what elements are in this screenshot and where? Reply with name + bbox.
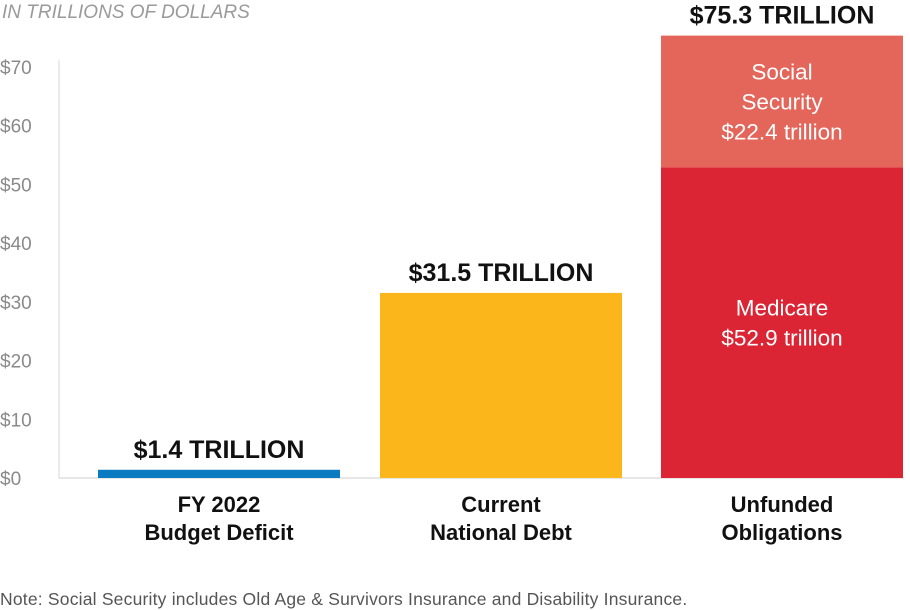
y-tick-label: $0 xyxy=(0,469,21,490)
chart: IN TRILLIONS OF DOLLARS $0 $10 $20 $30 $40 $5… xyxy=(0,2,904,545)
bar-segment xyxy=(98,469,340,478)
y-tick-label: $30 xyxy=(0,293,32,314)
y-tick-label: $20 xyxy=(0,352,32,373)
category-label: Unfunded xyxy=(731,492,834,517)
footnote: Note: Social Security includes Old Age &… xyxy=(0,589,688,609)
bar-total-label: $75.3 TRILLION xyxy=(690,2,875,30)
y-tick-label: $60 xyxy=(0,117,32,138)
y-tick-label: $10 xyxy=(0,410,32,431)
category-label: Budget Deficit xyxy=(144,520,294,545)
bars: $1.4 TRILLION FY 2022 Budget Deficit $31.5 … xyxy=(98,2,903,545)
segment-label: $22.4 trillion xyxy=(721,119,842,144)
segment-label: Security xyxy=(741,89,823,114)
bar-segment xyxy=(661,35,903,168)
bar-total-label: $31.5 TRILLION xyxy=(409,259,594,287)
chart-subtitle: IN TRILLIONS OF DOLLARS xyxy=(2,2,250,23)
category-label: Current xyxy=(461,492,541,517)
bar-total-label: $1.4 TRILLION xyxy=(134,436,305,464)
y-tick-label: $50 xyxy=(0,175,32,196)
category-label: National Debt xyxy=(430,520,572,545)
bar-segment xyxy=(661,167,903,478)
segment-label: Social xyxy=(751,59,812,84)
category-label: Obligations xyxy=(722,520,843,545)
y-tick-label: $70 xyxy=(0,58,32,79)
category-label: FY 2022 xyxy=(178,492,261,517)
segment-label: Medicare xyxy=(736,296,829,321)
y-tick-label: $40 xyxy=(0,234,32,255)
bar-segment xyxy=(380,292,622,478)
segment-label: $52.9 trillion xyxy=(721,326,842,351)
